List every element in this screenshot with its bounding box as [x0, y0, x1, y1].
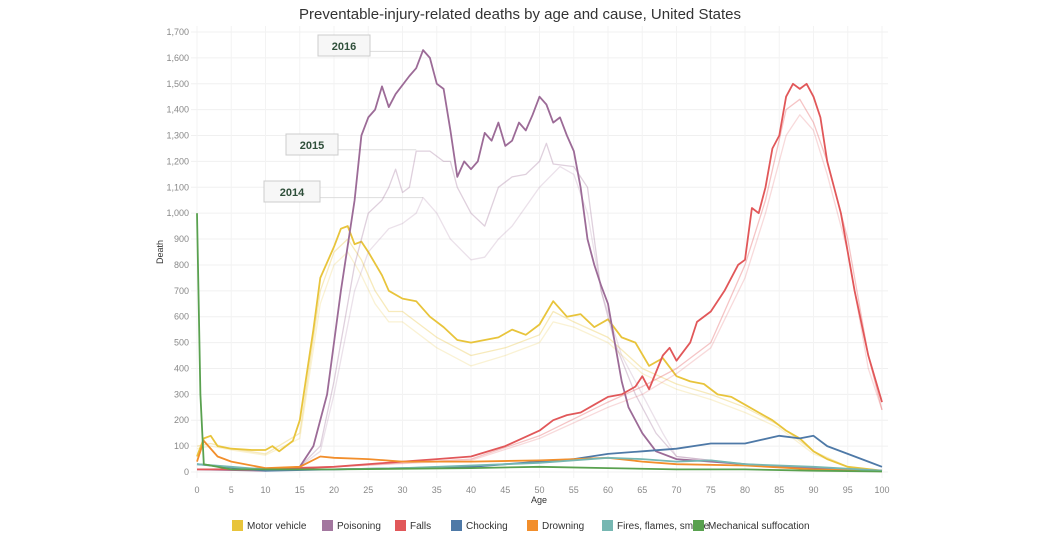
annotation-box — [263, 180, 321, 203]
annotation-label: 2016 — [332, 41, 356, 53]
legend-item: Falls — [395, 520, 431, 532]
x-tick-label: 50 — [534, 485, 544, 495]
y-axis-label: Death — [155, 240, 165, 264]
chart-title: Preventable-injury-related deaths by age… — [299, 6, 741, 23]
legend-swatch — [322, 520, 333, 531]
x-tick-label: 5 — [229, 485, 234, 495]
x-tick-label: 60 — [603, 485, 613, 495]
y-tick-label: 300 — [174, 389, 189, 399]
y-tick-label: 1,100 — [166, 182, 189, 192]
series-line-motor-vehicle-2015 — [196, 238, 883, 472]
legend-item: Chocking — [451, 520, 508, 532]
x-tick-label: 0 — [194, 485, 199, 495]
series-line-motor-vehicle-2016 — [196, 225, 883, 472]
x-tick-label: 10 — [260, 485, 270, 495]
y-tick-label: 900 — [174, 234, 189, 244]
annotation-2014: 2014 — [263, 180, 424, 203]
annotation-2016: 2016 — [317, 34, 424, 57]
series-line-poisoning-2015 — [196, 142, 883, 472]
y-axis-ticks: 0 100 200 300 400 500 600 700 800 900 1,000 1,100 1,… — [166, 27, 189, 477]
y-tick-label: 600 — [174, 312, 189, 322]
y-tick-label: 1,400 — [166, 105, 189, 115]
legend-label: Chocking — [466, 521, 508, 532]
legend-label: Drowning — [542, 521, 584, 532]
series-line-drowning-2016 — [196, 439, 883, 473]
legend-swatch — [693, 520, 704, 531]
annotation-label: 2014 — [280, 187, 305, 199]
x-tick-label: 85 — [774, 485, 784, 495]
annotation-box — [317, 34, 371, 57]
x-tick-label: 65 — [637, 485, 647, 495]
x-tick-label: 80 — [740, 485, 750, 495]
y-tick-label: 400 — [174, 363, 189, 373]
series-line-falls-2014 — [196, 114, 883, 471]
x-tick-label: 95 — [843, 485, 853, 495]
series-line-poisoning-2014 — [196, 165, 883, 472]
y-tick-label: 1,600 — [166, 53, 189, 63]
y-tick-label: 700 — [174, 286, 189, 296]
gridlines — [191, 26, 888, 478]
y-tick-label: 100 — [174, 441, 189, 451]
x-tick-label: 70 — [671, 485, 681, 495]
legend-label: Falls — [410, 521, 431, 532]
x-tick-label: 75 — [706, 485, 716, 495]
series-line-falls-2016 — [197, 82, 883, 471]
y-tick-label: 500 — [174, 338, 189, 348]
x-tick-label: 25 — [363, 485, 373, 495]
x-axis-label: Age — [531, 495, 547, 505]
x-tick-label: 45 — [500, 485, 510, 495]
x-tick-label: 55 — [569, 485, 579, 495]
y-tick-label: 1,500 — [166, 79, 189, 89]
annotation-label: 2015 — [300, 140, 324, 152]
y-tick-label: 1,300 — [166, 131, 189, 141]
legend-label: Motor vehicle — [247, 521, 307, 532]
x-tick-label: 40 — [466, 485, 476, 495]
legend-swatch — [527, 520, 538, 531]
series-line-poisoning-2016 — [196, 49, 883, 472]
legend-item: Fires, flames, smoke — [602, 520, 710, 532]
x-tick-label: 15 — [295, 485, 305, 495]
legend-swatch — [451, 520, 462, 531]
series-line-motor-vehicle-2014 — [196, 251, 883, 472]
series-line-mechanical-suffocation-2016 — [196, 213, 883, 473]
y-tick-label: 1,700 — [166, 27, 189, 37]
annotation-2015: 2015 — [285, 133, 417, 156]
legend-label: Mechanical suffocation — [708, 521, 810, 532]
y-tick-label: 200 — [174, 415, 189, 425]
year-annotations: 2016 2015 2014 — [263, 34, 424, 203]
legend-label: Poisoning — [337, 521, 381, 532]
legend-item: Drowning — [527, 520, 584, 532]
y-tick-label: 800 — [174, 260, 189, 270]
legend-item: Mechanical suffocation — [693, 520, 810, 532]
x-tick-label: 20 — [329, 485, 339, 495]
annotation-box — [285, 133, 339, 156]
legend-swatch — [395, 520, 406, 531]
y-tick-label: 1,000 — [166, 208, 189, 218]
x-tick-label: 100 — [874, 485, 889, 495]
x-tick-label: 90 — [808, 485, 818, 495]
x-tick-label: 30 — [397, 485, 407, 495]
legend-item: Motor vehicle — [232, 520, 307, 532]
legend: Motor vehicle Poisoning Falls Chocking Drown… — [232, 520, 810, 532]
x-tick-label: 35 — [432, 485, 442, 495]
legend-swatch — [232, 520, 243, 531]
legend-label: Fires, flames, smoke — [617, 521, 710, 532]
y-tick-label: 1,200 — [166, 156, 189, 166]
series-lines — [196, 49, 883, 473]
legend-item: Poisoning — [322, 520, 381, 532]
y-tick-label: 0 — [184, 467, 189, 477]
legend-swatch — [602, 520, 613, 531]
x-axis-ticks: 0 5 10 15 20 25 30 35 40 45 50 55 60 65 70 75 80 85 90 95 10… — [194, 485, 889, 495]
